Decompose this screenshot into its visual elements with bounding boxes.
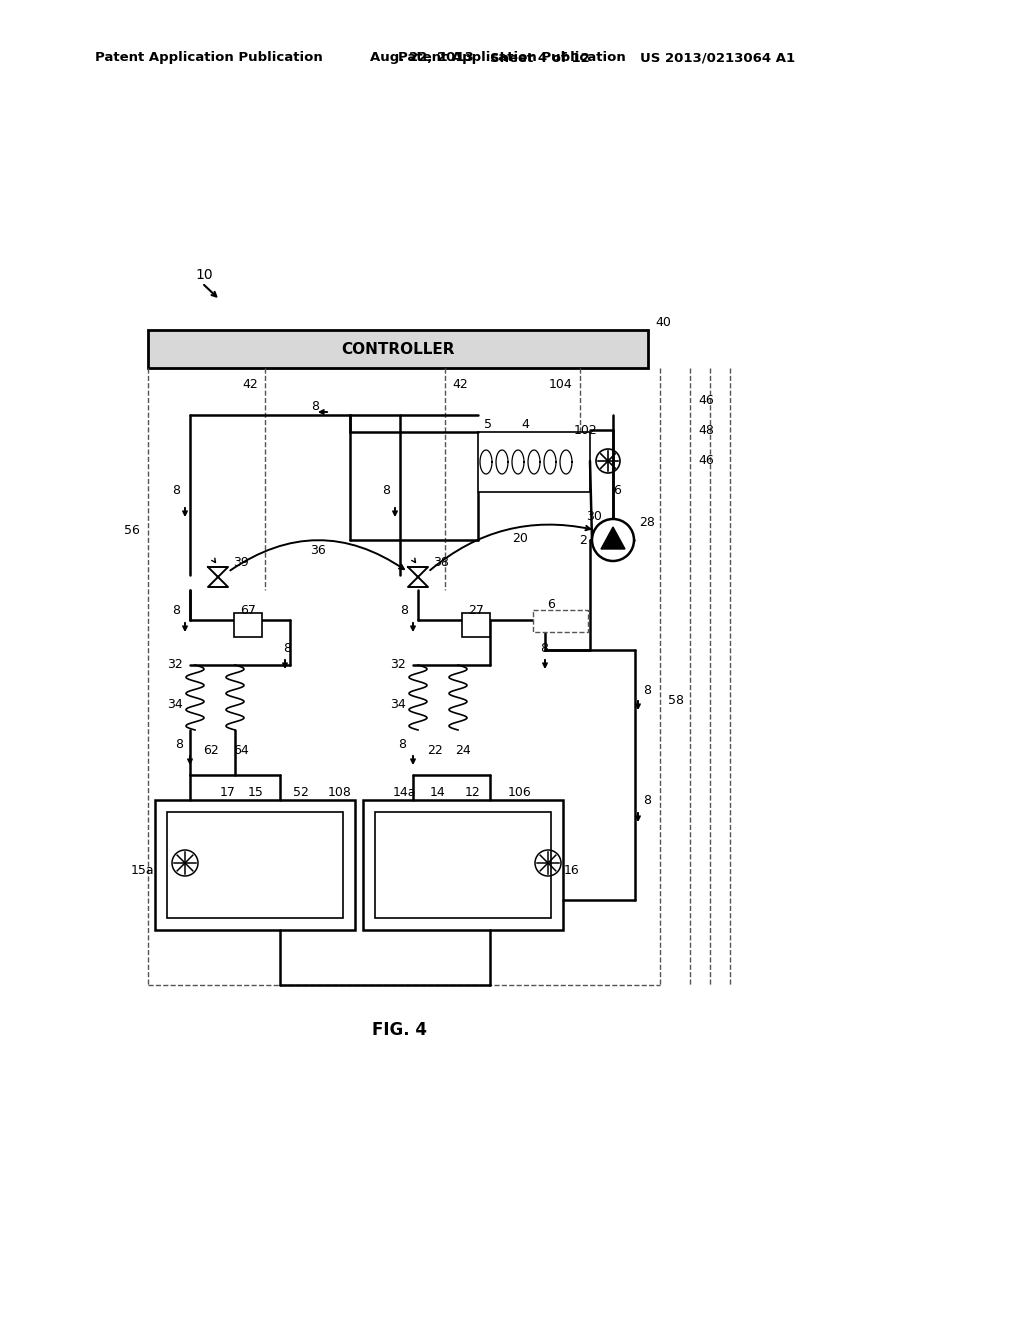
Text: 12: 12 xyxy=(465,785,480,799)
Text: 10: 10 xyxy=(195,268,213,282)
Text: 8: 8 xyxy=(172,483,180,496)
Text: 8: 8 xyxy=(398,738,406,751)
Text: 64: 64 xyxy=(233,743,249,756)
Text: 8: 8 xyxy=(643,793,651,807)
Text: 42: 42 xyxy=(452,379,468,392)
Text: 36: 36 xyxy=(310,544,326,557)
Text: CONTROLLER: CONTROLLER xyxy=(341,342,455,356)
Text: 46: 46 xyxy=(698,393,714,407)
Bar xyxy=(478,432,590,492)
Text: 62: 62 xyxy=(203,743,219,756)
Bar xyxy=(148,330,648,368)
Polygon shape xyxy=(408,568,428,587)
Circle shape xyxy=(592,519,634,561)
Text: 14: 14 xyxy=(430,785,445,799)
Text: 30: 30 xyxy=(586,511,602,524)
Polygon shape xyxy=(208,568,228,587)
Text: 38: 38 xyxy=(433,556,449,569)
Text: Aug. 22, 2013: Aug. 22, 2013 xyxy=(370,51,474,65)
Bar xyxy=(167,812,343,917)
Text: US 2013/0213064 A1: US 2013/0213064 A1 xyxy=(640,51,795,65)
Text: 102: 102 xyxy=(573,424,597,437)
Text: 28: 28 xyxy=(639,516,655,528)
Text: 22: 22 xyxy=(427,743,442,756)
Text: 2: 2 xyxy=(580,533,587,546)
Text: 8: 8 xyxy=(400,603,408,616)
Text: 106: 106 xyxy=(508,785,531,799)
Text: 58: 58 xyxy=(668,693,684,706)
Text: 8: 8 xyxy=(382,483,390,496)
Text: FIG. 4: FIG. 4 xyxy=(373,1020,427,1039)
Text: 8: 8 xyxy=(540,642,548,655)
Text: 16: 16 xyxy=(564,863,580,876)
Text: 39: 39 xyxy=(233,556,249,569)
Text: 46: 46 xyxy=(698,454,714,466)
Text: 108: 108 xyxy=(328,785,352,799)
Text: 8: 8 xyxy=(643,684,651,697)
Text: 17: 17 xyxy=(220,785,236,799)
Text: 6: 6 xyxy=(613,484,621,498)
Text: 40: 40 xyxy=(655,317,671,330)
Text: 34: 34 xyxy=(167,698,183,711)
Bar xyxy=(462,612,490,638)
Text: 48: 48 xyxy=(698,424,714,437)
Text: 8: 8 xyxy=(175,738,183,751)
Text: 52: 52 xyxy=(293,785,309,799)
Bar xyxy=(375,812,551,917)
Text: 34: 34 xyxy=(390,698,406,711)
Text: Patent Application Publication: Patent Application Publication xyxy=(95,51,323,65)
Text: 24: 24 xyxy=(455,743,471,756)
Text: 42: 42 xyxy=(243,379,258,392)
Text: 15a: 15a xyxy=(130,863,154,876)
Text: 56: 56 xyxy=(124,524,140,536)
Text: 8: 8 xyxy=(283,642,291,655)
Bar xyxy=(155,800,355,931)
Text: 6: 6 xyxy=(547,598,555,611)
Text: 8: 8 xyxy=(172,603,180,616)
Bar xyxy=(534,610,588,632)
Text: 104: 104 xyxy=(548,379,572,392)
Text: Sheet 4 of 12: Sheet 4 of 12 xyxy=(490,51,590,65)
Bar xyxy=(234,612,262,638)
Bar xyxy=(362,800,563,931)
Text: 67: 67 xyxy=(240,603,256,616)
Polygon shape xyxy=(601,527,625,549)
Text: Patent Application Publication: Patent Application Publication xyxy=(398,51,626,65)
Text: 8: 8 xyxy=(311,400,319,412)
Text: 4: 4 xyxy=(521,417,529,430)
Text: 20: 20 xyxy=(512,532,528,544)
Text: 32: 32 xyxy=(167,659,183,672)
Text: 5: 5 xyxy=(484,418,492,432)
Text: 27: 27 xyxy=(468,603,484,616)
Text: 14a: 14a xyxy=(393,785,417,799)
Text: 32: 32 xyxy=(390,659,406,672)
Text: 15: 15 xyxy=(248,785,264,799)
